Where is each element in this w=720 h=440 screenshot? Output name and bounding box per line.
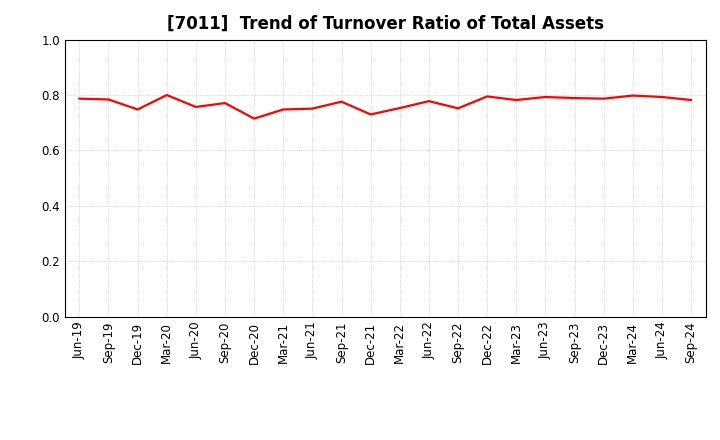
- Title: [7011]  Trend of Turnover Ratio of Total Assets: [7011] Trend of Turnover Ratio of Total …: [167, 15, 603, 33]
